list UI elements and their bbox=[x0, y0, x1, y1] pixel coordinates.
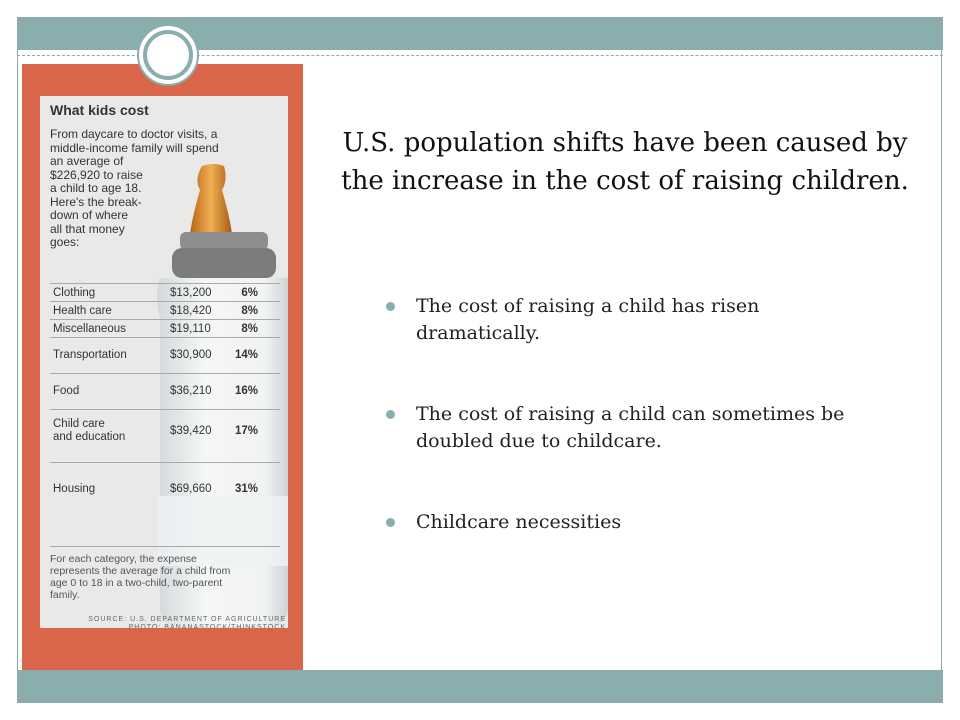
amount: $30,900 bbox=[170, 349, 212, 361]
amount: $13,200 bbox=[170, 287, 212, 299]
row-rule bbox=[50, 301, 280, 302]
intro-line: goes: bbox=[50, 235, 80, 249]
footnote-line: represents the average for a child from bbox=[50, 565, 231, 577]
percent: 6% bbox=[241, 287, 258, 299]
percent: 16% bbox=[234, 385, 258, 397]
amount: $19,110 bbox=[170, 323, 211, 335]
category: Child care bbox=[53, 418, 105, 430]
bullet-text: The cost of raising a child has risen dr… bbox=[416, 295, 760, 344]
category: Health care bbox=[53, 305, 112, 317]
dashed-rule bbox=[17, 55, 943, 56]
category: Food bbox=[53, 385, 80, 397]
infographic: What kids cost From daycare to doctor vi… bbox=[40, 96, 288, 628]
circle-ornament bbox=[137, 24, 199, 86]
intro-line: all that money bbox=[50, 221, 125, 236]
intro-line: $226,920 to raise bbox=[50, 167, 143, 182]
percent: 8% bbox=[241, 323, 258, 335]
footnote-line: family. bbox=[50, 589, 80, 601]
category: Clothing bbox=[53, 287, 96, 299]
bullet-dot bbox=[386, 302, 395, 311]
footnote-line: For each category, the expense bbox=[50, 553, 197, 565]
row-rule bbox=[50, 319, 280, 320]
intro-line: an average of bbox=[50, 154, 124, 168]
row-rule bbox=[50, 462, 280, 463]
row-rule bbox=[50, 409, 280, 410]
intro-line: From daycare to doctor visits, a bbox=[50, 127, 218, 141]
intro-line: down of where bbox=[50, 208, 129, 222]
category: Transportation bbox=[53, 349, 127, 361]
bullet-text: The cost of raising a child can sometime… bbox=[416, 403, 845, 452]
footnote-line: age 0 to 18 in a two-child, two-parent bbox=[50, 577, 223, 589]
category: Miscellaneous bbox=[53, 323, 126, 335]
bottle-image bbox=[157, 164, 288, 626]
bullet-text: Childcare necessities bbox=[416, 511, 622, 533]
category: and education bbox=[53, 431, 126, 443]
row-rule bbox=[50, 546, 280, 547]
category: Housing bbox=[53, 483, 96, 495]
percent: 17% bbox=[234, 424, 258, 437]
intro-line: Here's the break- bbox=[50, 194, 142, 209]
bullet-dot bbox=[386, 518, 395, 527]
percent: 8% bbox=[241, 305, 258, 317]
amount: $39,420 bbox=[170, 424, 212, 437]
amount: $18,420 bbox=[170, 305, 212, 317]
intro-line: middle-income family will spend bbox=[50, 140, 219, 155]
percent: 14% bbox=[234, 349, 258, 361]
amount: $36,210 bbox=[170, 385, 212, 397]
intro-line: a child to age 18. bbox=[50, 181, 142, 195]
percent: 31% bbox=[234, 483, 258, 495]
bullet-dot bbox=[386, 410, 395, 419]
row-rule bbox=[50, 373, 280, 374]
row-rule bbox=[50, 283, 280, 284]
amount: $69,660 bbox=[170, 483, 212, 495]
slide-title: U.S. population shifts have been caused … bbox=[341, 128, 909, 196]
source-line: PHOTO: BANANASTOCK/THINKSTOCK bbox=[128, 624, 286, 628]
infographic-title: What kids cost bbox=[50, 102, 149, 118]
bottom-bar bbox=[17, 670, 943, 703]
row-rule bbox=[50, 337, 280, 338]
source-line: SOURCE: U.S. DEPARTMENT OF AGRICULTURE bbox=[88, 616, 286, 623]
